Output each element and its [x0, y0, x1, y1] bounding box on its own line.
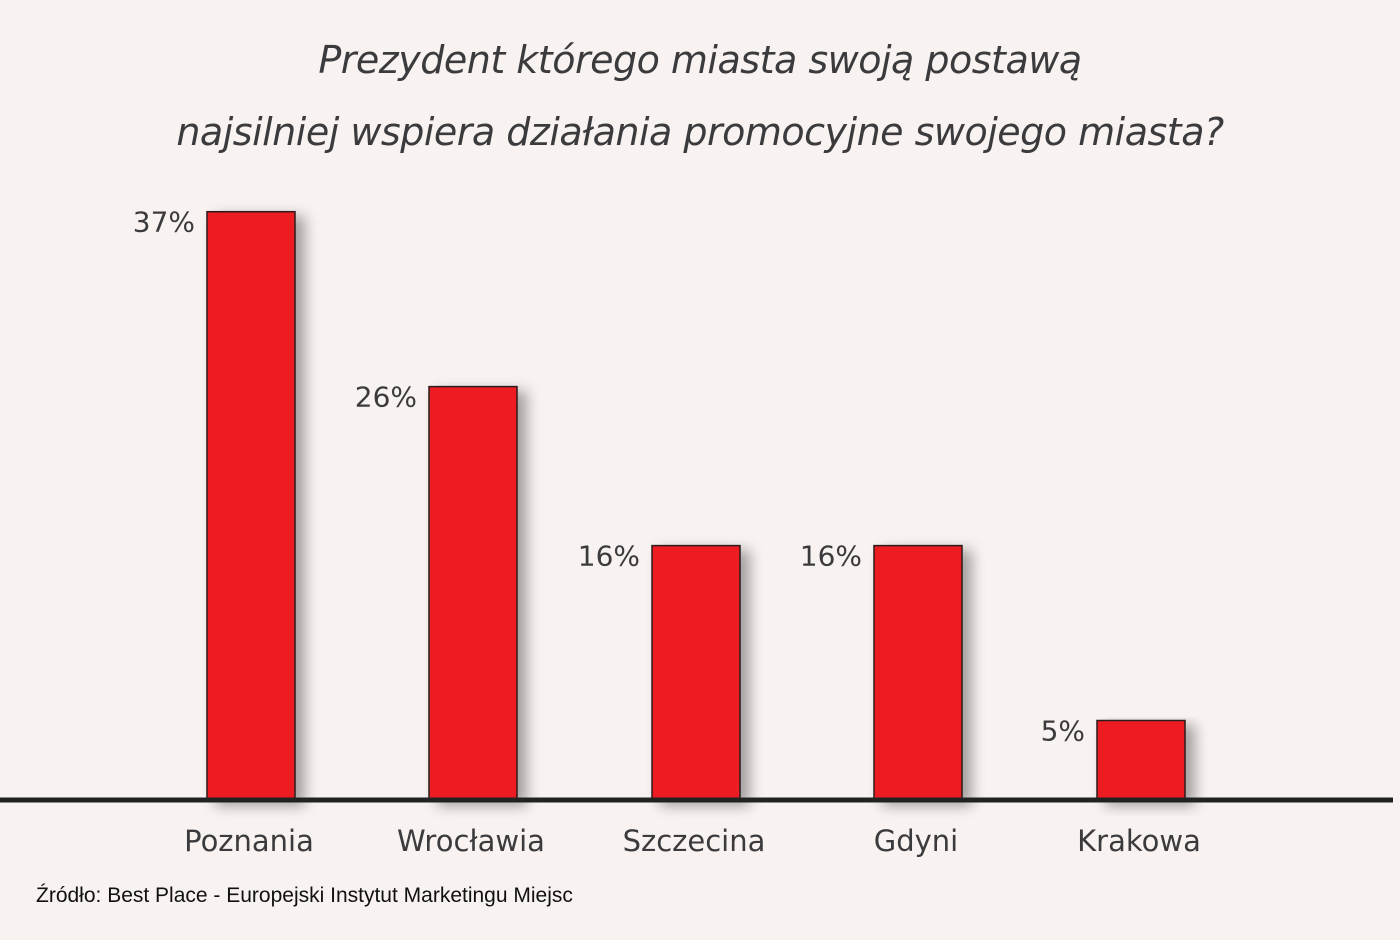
- chart-title-line-1: Prezydent którego miasta swoją postawą: [318, 38, 1082, 82]
- category-label: Krakowa: [1077, 824, 1201, 858]
- value-label: 16%: [578, 540, 640, 573]
- category-label: Szczecina: [623, 824, 766, 858]
- source-note: Źródło: Best Place - Europejski Instytut…: [36, 884, 573, 907]
- bar-wrocławia: [428, 385, 518, 801]
- chart-title-line-2: najsilniej wspiera działania promocyjne …: [176, 110, 1224, 154]
- value-label: 5%: [1041, 715, 1085, 748]
- value-label: 26%: [355, 381, 417, 414]
- bars-group: [206, 210, 1186, 801]
- bar-poznania: [206, 210, 296, 801]
- bar-gdyni: [873, 544, 963, 801]
- bar-szczecina: [651, 544, 741, 801]
- chart-title: Prezydent którego miasta swoją postawą n…: [0, 24, 1400, 168]
- category-label: Poznania: [184, 824, 314, 858]
- labels-group: 37% Poznania 26% Wrocławia 16% Szczecina 16% Gd…: [133, 206, 1201, 858]
- value-label: 16%: [800, 540, 862, 573]
- value-label: 37%: [133, 206, 195, 239]
- bar-krakowa: [1096, 719, 1186, 801]
- category-label: Wrocławia: [397, 824, 545, 858]
- category-label: Gdyni: [874, 824, 958, 858]
